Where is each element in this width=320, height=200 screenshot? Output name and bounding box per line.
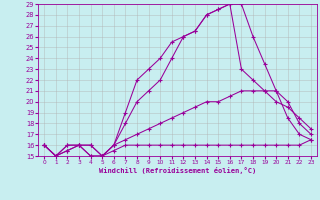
X-axis label: Windchill (Refroidissement éolien,°C): Windchill (Refroidissement éolien,°C): [99, 167, 256, 174]
